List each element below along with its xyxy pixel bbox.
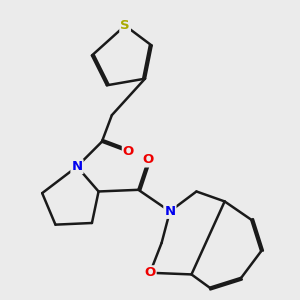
Text: O: O [144,266,156,279]
Text: O: O [143,154,154,166]
Text: N: N [71,160,82,173]
Text: S: S [120,19,130,32]
Text: N: N [164,205,175,218]
Text: O: O [123,145,134,158]
